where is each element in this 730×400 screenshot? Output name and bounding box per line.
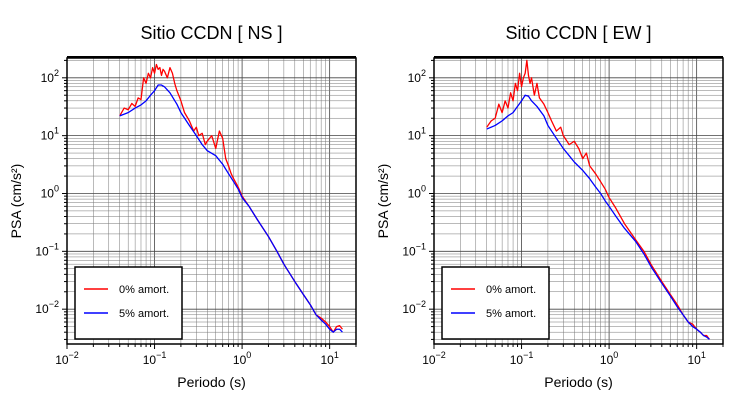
y-tick-label-base: 10 (402, 244, 416, 258)
y-tick-label-base: 10 (41, 71, 55, 85)
x-axis-label: Periodo (s) (544, 374, 612, 390)
x-axis-label: Periodo (s) (177, 374, 245, 390)
y-tick-label: 10−2 (402, 299, 426, 316)
series-line-amort-0 (486, 59, 710, 340)
x-tick-label-exponent: −1 (156, 350, 166, 360)
legend: 0% amort. 5% amort. (441, 266, 550, 340)
legend: 0% amort. 5% amort. (74, 266, 183, 340)
y-axis-label: PSA (cm/s²) (375, 164, 391, 239)
y-tick-label-exponent: 0 (421, 183, 426, 193)
x-tick-label-base: 10 (510, 353, 524, 367)
x-tick-label-base: 10 (600, 353, 614, 367)
y-tick-label: 10−2 (35, 299, 59, 316)
x-tick-label-base: 10 (143, 353, 157, 367)
legend-label-amort-5: 5% amort. (486, 308, 536, 320)
legend-label-amort-0: 0% amort. (486, 284, 536, 296)
y-tick-label-exponent: −1 (416, 241, 426, 251)
y-tick-label-exponent: 2 (54, 68, 59, 78)
series-line-amort-5 (119, 84, 343, 333)
series-line-amort-5 (486, 94, 710, 340)
legend-box (74, 266, 183, 340)
x-tick-label: 101 (687, 350, 705, 367)
y-tick-label-exponent: 2 (421, 68, 426, 78)
x-tick-label: 10−1 (510, 350, 534, 367)
y-tick-label: 101 (41, 126, 59, 143)
x-tick-label: 10−2 (422, 350, 446, 367)
y-tick-label-base: 10 (35, 244, 49, 258)
x-tick-label: 101 (320, 350, 338, 367)
x-tick-label-exponent: −2 (69, 350, 79, 360)
y-tick-label-exponent: 1 (421, 126, 426, 136)
x-tick-label-exponent: 0 (613, 350, 618, 360)
x-tick-label: 10−2 (55, 350, 79, 367)
y-tick-label-exponent: −2 (49, 299, 59, 309)
x-tick-label-exponent: −1 (523, 350, 533, 360)
x-tick-label-exponent: 0 (246, 350, 251, 360)
y-tick-label: 102 (41, 68, 59, 85)
chart-title: Sitio CCDN [ NS ] (140, 23, 282, 43)
x-tick-label-base: 10 (55, 353, 69, 367)
x-tick-label: 100 (233, 350, 251, 367)
x-tick-label-exponent: 1 (701, 350, 706, 360)
y-tick-label: 100 (408, 183, 426, 200)
y-tick-label-base: 10 (35, 302, 49, 316)
y-tick-label-base: 10 (41, 186, 55, 200)
y-tick-label-base: 10 (408, 71, 422, 85)
y-tick-label: 102 (408, 68, 426, 85)
y-tick-label: 101 (408, 126, 426, 143)
y-tick-label-exponent: 1 (54, 126, 59, 136)
x-tick-label-base: 10 (687, 353, 701, 367)
y-tick-label: 10−1 (402, 241, 426, 258)
y-tick-label-base: 10 (402, 302, 416, 316)
y-tick-label-exponent: −1 (49, 241, 59, 251)
x-tick-label-base: 10 (320, 353, 334, 367)
x-tick-label: 10−1 (143, 350, 167, 367)
x-tick-label-exponent: 1 (334, 350, 339, 360)
y-tick-label-base: 10 (408, 129, 422, 143)
y-tick-label-base: 10 (41, 129, 55, 143)
x-tick-label-base: 10 (233, 353, 247, 367)
legend-box (441, 266, 550, 340)
y-tick-label: 100 (41, 183, 59, 200)
legend-label-amort-0: 0% amort. (119, 284, 169, 296)
y-tick-label-base: 10 (408, 186, 422, 200)
chart-title: Sitio CCDN [ EW ] (505, 23, 651, 43)
x-tick-label-exponent: −2 (436, 350, 446, 360)
x-tick-label-base: 10 (422, 353, 436, 367)
y-tick-label: 10−1 (35, 241, 59, 258)
x-tick-label: 100 (600, 350, 618, 367)
y-tick-label-exponent: 0 (54, 183, 59, 193)
y-axis-label: PSA (cm/s²) (8, 164, 24, 239)
y-tick-label-exponent: −2 (416, 299, 426, 309)
legend-label-amort-5: 5% amort. (119, 308, 169, 320)
